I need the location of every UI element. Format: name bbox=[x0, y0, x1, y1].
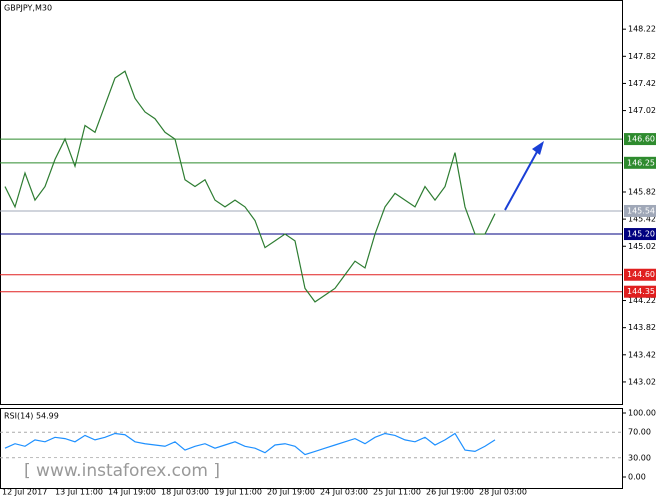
x-tick-label: 28 Jul 03:00 bbox=[479, 488, 527, 497]
x-tick-label: 14 Jul 19:00 bbox=[108, 488, 156, 497]
y-tick-label: 145.82 bbox=[628, 187, 656, 196]
x-tick-label: 13 Jul 11:00 bbox=[55, 488, 103, 497]
x-tick-label: 12 Jul 2017 bbox=[2, 488, 47, 497]
x-tick-label: 19 Jul 11:00 bbox=[214, 488, 262, 497]
rsi-title: RSI(14) 54.99 bbox=[4, 412, 59, 421]
x-tick-label: 18 Jul 03:00 bbox=[161, 488, 209, 497]
arrow-head bbox=[532, 141, 544, 155]
rsi-tick-label: 0.00 bbox=[628, 473, 646, 482]
level-label: 145.20 bbox=[627, 230, 655, 239]
price-line bbox=[4, 70, 496, 303]
level-box bbox=[624, 228, 656, 241]
y-tick-label: 144.22 bbox=[628, 296, 656, 305]
level-label: 145.54 bbox=[627, 206, 655, 215]
y-tick-label: 147.82 bbox=[628, 52, 656, 61]
y-tick-label: 143.02 bbox=[628, 377, 656, 386]
y-tick-label: 143.42 bbox=[628, 350, 656, 359]
y-tick-label: 143.82 bbox=[628, 323, 656, 332]
level-label: 144.60 bbox=[627, 270, 655, 279]
y-tick-label: 148.22 bbox=[628, 25, 656, 34]
y-tick-label: 147.02 bbox=[628, 106, 656, 115]
level-label: 146.25 bbox=[627, 158, 655, 167]
watermark-box bbox=[18, 458, 194, 482]
x-tick-label: 24 Jul 03:00 bbox=[320, 488, 368, 497]
y-tick-label: 147.42 bbox=[628, 79, 656, 88]
rsi-frame bbox=[0, 408, 623, 489]
level-label: 146.60 bbox=[627, 135, 655, 144]
level-box bbox=[624, 268, 656, 281]
y-tick-label: 145.02 bbox=[628, 242, 656, 251]
x-tick-label: 26 Jul 19:00 bbox=[426, 488, 474, 497]
chart-title: GBPJPY,M30 bbox=[4, 4, 52, 13]
rsi-tick-label: 70.00 bbox=[628, 428, 651, 437]
y-tick-label: 145.42 bbox=[628, 215, 656, 224]
level-box bbox=[624, 133, 656, 146]
level-label: 144.35 bbox=[627, 287, 655, 296]
level-box bbox=[624, 285, 656, 298]
rsi-line bbox=[4, 432, 496, 456]
trend-arrow bbox=[504, 149, 539, 211]
rsi-tick-label: 30.00 bbox=[628, 453, 651, 462]
rsi-tick-label: 100.00 bbox=[628, 409, 656, 418]
watermark: [ www.instaforex.com ] bbox=[24, 461, 220, 481]
level-box bbox=[624, 204, 656, 217]
level-box bbox=[624, 156, 656, 169]
x-tick-label: 25 Jul 11:00 bbox=[373, 488, 421, 497]
x-tick-label: 20 Jul 19:00 bbox=[267, 488, 315, 497]
main-frame bbox=[0, 0, 623, 405]
